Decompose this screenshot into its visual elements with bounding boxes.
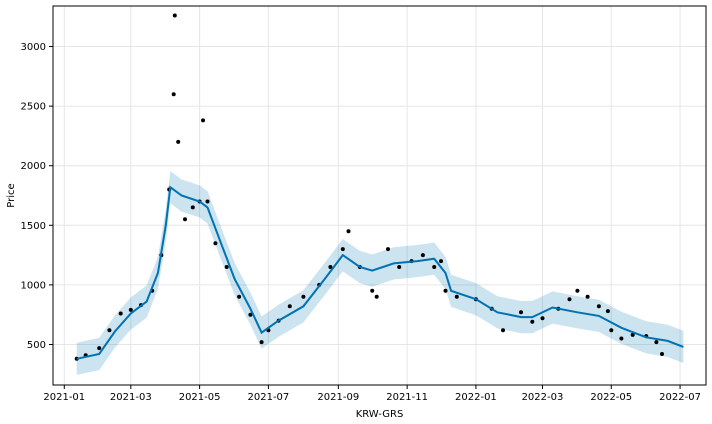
observed-points [74,13,664,361]
y-tick-label: 3000 [21,42,46,53]
observed-point [454,294,459,299]
observed-point [107,328,112,333]
observed-point [190,205,195,210]
x-tick-label: 2022-05 [590,392,632,403]
observed-point [340,247,345,252]
observed-point [224,265,229,269]
uncertainty-band [76,171,684,375]
observed-point [97,346,102,351]
grid [53,6,706,385]
y-axis-ticks: 500 1000 1500 2000 2500 3000 [21,42,53,351]
observed-point [654,340,659,345]
observed-point [205,199,210,204]
x-axis-label: KRW-GRS [356,409,404,420]
y-axis-label: Price [6,183,17,207]
observed-point [213,241,218,246]
observed-point [237,294,242,299]
uncertainty-band-area [76,171,684,375]
observed-point [328,265,333,269]
observed-point [346,229,351,234]
observed-point [619,336,624,341]
observed-point [248,312,253,317]
observed-point [397,265,402,269]
observed-point [443,288,448,293]
x-tick-label: 2021-03 [110,392,152,403]
observed-point [501,328,505,333]
y-tick-label: 2500 [21,102,46,113]
x-tick-label: 2022-01 [455,392,497,403]
x-tick-label: 2021-09 [317,392,359,403]
forecast-line [76,185,684,360]
x-tick-label: 2022-03 [522,392,564,403]
observed-point [567,297,572,302]
observed-point [519,310,523,315]
forecast-line-path [76,185,684,360]
observed-point [171,92,176,97]
observed-point [301,294,306,299]
x-tick-label: 2021-01 [43,392,85,403]
observed-point [530,319,535,324]
x-axis-ticks: 2021-01 2021-03 2021-05 2021-07 2021-09 2021-… [43,385,701,403]
x-tick-label: 2021-11 [386,392,428,403]
observed-point [287,304,292,309]
observed-point [585,294,590,299]
y-tick-label: 1500 [21,221,46,232]
x-tick-label: 2021-05 [179,392,221,403]
observed-point [183,217,187,222]
observed-point [118,311,123,316]
y-tick-label: 2000 [21,161,46,172]
observed-point [420,253,425,258]
observed-point [370,288,375,293]
observed-point [432,265,437,269]
observed-point [630,332,635,337]
observed-point [128,307,133,312]
observed-point [172,13,177,18]
observed-point [374,294,379,299]
observed-point [386,247,390,252]
plot-area-frame [52,5,707,386]
x-tick-label: 2022-07 [659,392,701,403]
observed-point [575,288,580,293]
observed-point [176,139,181,144]
x-tick-label: 2021-07 [248,392,290,403]
observed-point [540,316,545,321]
observed-point [439,259,443,264]
observed-point [660,352,664,356]
observed-point [201,118,205,123]
observed-point [259,340,264,345]
y-tick-label: 1000 [21,280,46,291]
y-tick-label: 500 [27,340,46,351]
observed-point [605,309,610,314]
observed-point [609,328,614,333]
observed-point [596,304,601,309]
